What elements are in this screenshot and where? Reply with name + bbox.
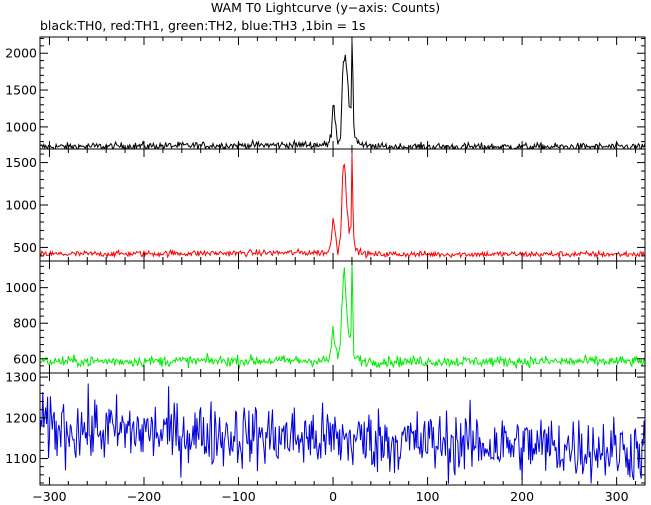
x-tick-label: 0 [329,489,337,504]
y-tick-label: 1000 [5,198,37,213]
y-tick-label: 2000 [5,46,37,61]
y-tick-label: 1000 [5,119,37,134]
y-tick-label: 1300 [5,370,37,385]
series-line-th2 [40,261,645,370]
x-axis: −300 −200 −100 0 100 200 300 [32,489,628,504]
panel-th3: 1100 1200 1300 [5,370,646,486]
x-tick-label: −300 [32,489,66,504]
x-tick-label: 200 [510,489,534,504]
panel-frame [39,148,646,262]
panel-th1: 500 1000 1500 [5,148,646,262]
y-tick-label: 1500 [5,155,37,170]
panel-frame [39,372,646,486]
x-tick-label: −200 [127,489,161,504]
chart-subtitle: black:TH0, red:TH1, green:TH2, blue:TH3 … [40,18,366,33]
panel-th0: 1000 1500 2000 [5,36,646,150]
y-tick-label: 500 [13,240,37,255]
chart-panels: 1000 1500 2000 500 1000 1500 600 800 1000 1100 120… [5,36,646,486]
y-tick-label: 1500 [5,83,37,98]
series-line-th1 [40,152,645,260]
y-tick-label: 800 [13,316,37,331]
y-tick-label: 1200 [5,410,37,425]
y-tick-label: 600 [13,351,37,366]
x-tick-label: 100 [416,489,440,504]
series-line-th3 [40,383,645,484]
y-tick-label: 1100 [5,451,37,466]
x-tick-label: −100 [221,489,255,504]
y-tick-label: 1000 [5,280,37,295]
x-tick-label: 300 [605,489,629,504]
panel-frame [39,260,646,374]
series-line-th0 [40,41,645,149]
chart-title: WAM T0 Lightcurve (y−axis: Counts) [210,0,441,15]
panel-th2: 600 800 1000 [5,260,646,374]
